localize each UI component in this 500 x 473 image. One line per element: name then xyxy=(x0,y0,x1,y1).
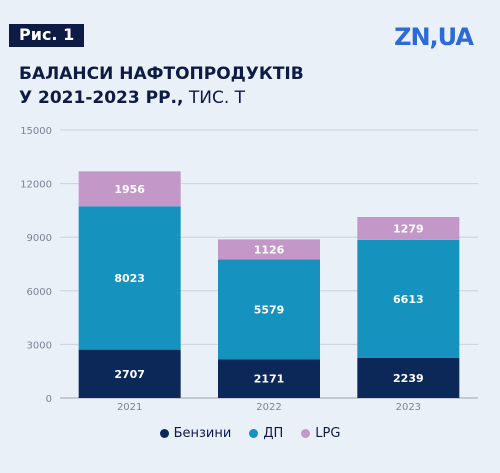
data-label: 1279 xyxy=(393,222,424,235)
data-label: 6613 xyxy=(393,293,424,306)
legend-item: ДП xyxy=(249,426,283,441)
y-tick-label: 0 xyxy=(46,394,52,405)
data-label: 5579 xyxy=(254,303,285,316)
chart-title: БАЛАНСИ НАФТОПРОДУКТІВ У 2021-2023 РР., … xyxy=(19,62,304,110)
bar-segment xyxy=(357,216,460,240)
legend-label: LPG xyxy=(315,426,341,441)
bar-segment xyxy=(78,171,181,207)
data-label: 8023 xyxy=(114,272,145,285)
legend-swatch xyxy=(301,429,311,438)
data-label: 2707 xyxy=(114,368,145,381)
data-label: 1126 xyxy=(254,243,285,256)
bar-segment xyxy=(357,239,460,358)
bar-segment xyxy=(78,206,181,350)
data-label: 1956 xyxy=(114,183,145,196)
y-tick-label: 12000 xyxy=(20,180,52,191)
bar-segment xyxy=(218,239,320,260)
bar-segment xyxy=(218,259,320,360)
title-line-1: БАЛАНСИ НАФТОПРОДУКТІВ xyxy=(19,64,304,84)
data-label: 2171 xyxy=(254,373,285,386)
legend-item: Бензини xyxy=(159,426,232,441)
bar-segment xyxy=(218,359,320,398)
zn-ua-logo: ZN,UA xyxy=(394,23,474,51)
y-tick-label: 6000 xyxy=(27,287,52,298)
chart-legend: Бензини ДП LPG xyxy=(0,426,500,441)
x-tick-label: 2022 xyxy=(256,402,281,413)
legend-swatch xyxy=(159,429,169,438)
bar-segment xyxy=(78,349,181,398)
title-unit: ТИС. Т xyxy=(183,88,246,108)
legend-item: LPG xyxy=(301,426,340,441)
legend-swatch xyxy=(249,429,259,438)
data-label: 2239 xyxy=(393,372,424,385)
legend-label: ДП xyxy=(263,426,284,441)
y-tick-label: 3000 xyxy=(27,340,52,351)
title-line-2: У 2021-2023 РР., xyxy=(19,88,184,108)
y-tick-label: 9000 xyxy=(27,233,52,244)
x-tick-label: 2023 xyxy=(396,402,421,413)
x-tick-label: 2021 xyxy=(117,402,142,413)
legend-label: Бензини xyxy=(173,426,232,441)
figure-label: Рис. 1 xyxy=(9,24,85,47)
bar-segment xyxy=(357,357,460,398)
y-tick-label: 15000 xyxy=(20,126,52,137)
